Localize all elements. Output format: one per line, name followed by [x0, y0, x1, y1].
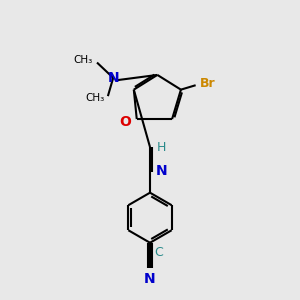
Text: H: H [157, 141, 166, 154]
Text: Br: Br [200, 77, 216, 90]
Text: CH₃: CH₃ [73, 55, 93, 65]
Text: C: C [154, 246, 163, 259]
Text: N: N [144, 272, 156, 286]
Text: N: N [107, 71, 119, 85]
Text: O: O [120, 115, 131, 129]
Text: N: N [155, 164, 167, 178]
Text: CH₃: CH₃ [85, 94, 104, 103]
